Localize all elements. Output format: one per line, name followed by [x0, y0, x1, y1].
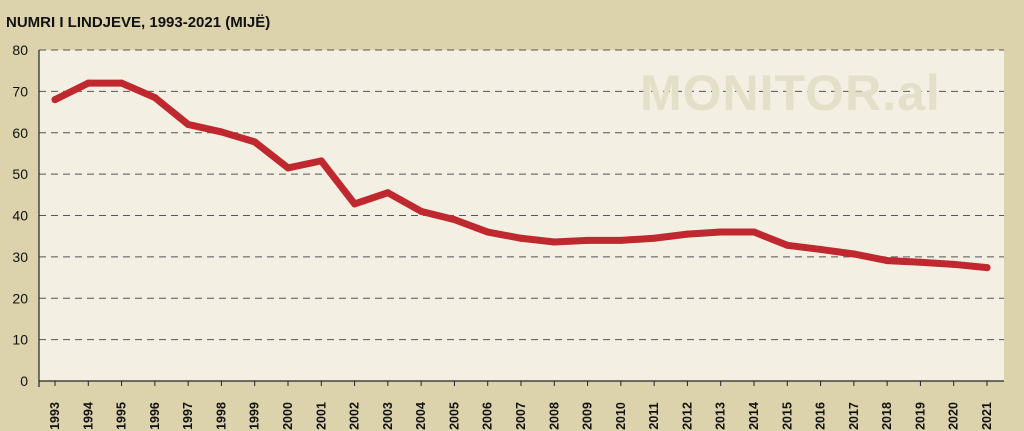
x-tick-label: 2000 — [281, 402, 295, 430]
data-point — [484, 228, 492, 236]
x-tick-label: 2001 — [314, 402, 328, 430]
x-tick-label: 2007 — [514, 402, 528, 430]
y-tick-label: 40 — [12, 208, 28, 224]
y-tick-label: 50 — [12, 166, 28, 182]
y-tick-label: 10 — [12, 332, 28, 348]
data-point — [750, 228, 758, 236]
x-tick-label: 2012 — [680, 402, 694, 430]
data-point — [617, 236, 625, 244]
x-tick-label: 2015 — [780, 402, 794, 430]
data-point — [284, 164, 292, 172]
chart-title: NUMRI I LINDJEVE, 1993-2021 (MIJË) — [6, 14, 270, 31]
data-point — [983, 264, 991, 272]
x-tick-label: 2021 — [980, 402, 994, 430]
x-tick-label: 1999 — [248, 402, 262, 430]
data-point — [550, 238, 558, 246]
x-tick-label: 2006 — [481, 402, 495, 430]
x-tick-label: 2018 — [880, 402, 894, 430]
data-point — [251, 138, 259, 146]
data-point — [584, 236, 592, 244]
data-point — [384, 189, 392, 197]
x-tick-label: 2002 — [348, 402, 362, 430]
x-tick-label: 1994 — [81, 402, 95, 430]
data-point — [351, 200, 359, 208]
y-tick-label: 20 — [12, 290, 28, 306]
data-point — [916, 258, 924, 266]
data-point — [217, 128, 225, 136]
data-point — [850, 250, 858, 258]
x-tick-label: 2016 — [814, 402, 828, 430]
x-tick-label: 2019 — [913, 402, 927, 430]
y-tick-label: 80 — [12, 42, 28, 58]
data-point — [717, 228, 725, 236]
x-tick-label: 1995 — [115, 402, 129, 430]
data-point — [184, 120, 192, 128]
x-tick-label: 2004 — [414, 402, 428, 430]
x-tick-label: 2009 — [581, 402, 595, 430]
x-tick-label: 2014 — [747, 402, 761, 430]
y-tick-label: 30 — [12, 249, 28, 265]
y-tick-label: 0 — [20, 373, 28, 389]
data-point — [450, 216, 458, 224]
x-tick-label: 2020 — [947, 402, 961, 430]
x-tick-label: 2010 — [614, 402, 628, 430]
x-tick-label: 1997 — [181, 402, 195, 430]
data-point — [883, 257, 891, 265]
data-point — [517, 234, 525, 242]
watermark: MONITOR.al — [640, 65, 941, 121]
data-point — [417, 207, 425, 215]
y-axis-ticks: 0 10 20 30 40 50 60 70 80 — [12, 42, 28, 389]
data-point — [650, 234, 658, 242]
data-point — [950, 260, 958, 268]
y-tick-label: 60 — [12, 125, 28, 141]
x-tick-label: 1998 — [214, 402, 228, 430]
data-point — [84, 79, 92, 87]
x-tick-label: 1993 — [48, 402, 62, 430]
x-tick-label: 2011 — [647, 402, 661, 429]
x-tick-label: 2005 — [447, 402, 461, 430]
x-tick-label: 2008 — [547, 402, 561, 430]
x-tick-label: 2017 — [847, 402, 861, 430]
gridlines — [39, 49, 1004, 341]
data-point — [817, 245, 825, 253]
x-axis-ticks: 1993 1994 1995 1996 1997 1998 1999 2000 2001 2002… — [48, 381, 994, 430]
x-tick-label: 1996 — [148, 402, 162, 430]
x-tick-label: 2013 — [714, 402, 728, 430]
data-point — [683, 230, 691, 238]
y-tick-label: 70 — [12, 83, 28, 99]
data-point — [118, 79, 126, 87]
series — [51, 79, 991, 272]
data-point — [317, 157, 325, 165]
data-point — [783, 241, 791, 249]
data-point — [51, 96, 59, 104]
x-tick-label: 2003 — [381, 402, 395, 430]
data-point — [151, 94, 159, 102]
